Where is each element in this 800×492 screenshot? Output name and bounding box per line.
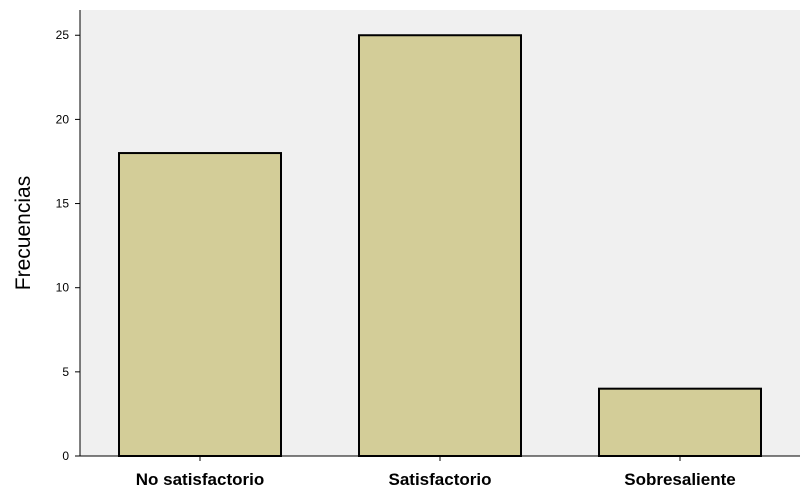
bar-3 (598, 387, 762, 458)
y-tick-label: 5 (62, 365, 69, 379)
bar-2 (358, 34, 522, 458)
y-tick-label: 15 (56, 197, 70, 211)
bar-1 (118, 152, 282, 457)
x-category-label: Satisfactorio (389, 470, 492, 489)
x-category-label: Sobresaliente (624, 470, 736, 489)
y-tick-label: 10 (56, 281, 70, 295)
y-axis: 0 5 10 15 20 25 (56, 10, 81, 463)
y-tick-label: 20 (56, 112, 70, 126)
y-axis-title: Frecuencias (12, 176, 35, 290)
y-tick-label: 25 (56, 28, 70, 42)
x-axis: No satisfactorio Satisfactorio Sobresalien… (80, 455, 800, 489)
y-tick-label: 0 (62, 449, 69, 463)
x-category-label: No satisfactorio (136, 470, 264, 489)
